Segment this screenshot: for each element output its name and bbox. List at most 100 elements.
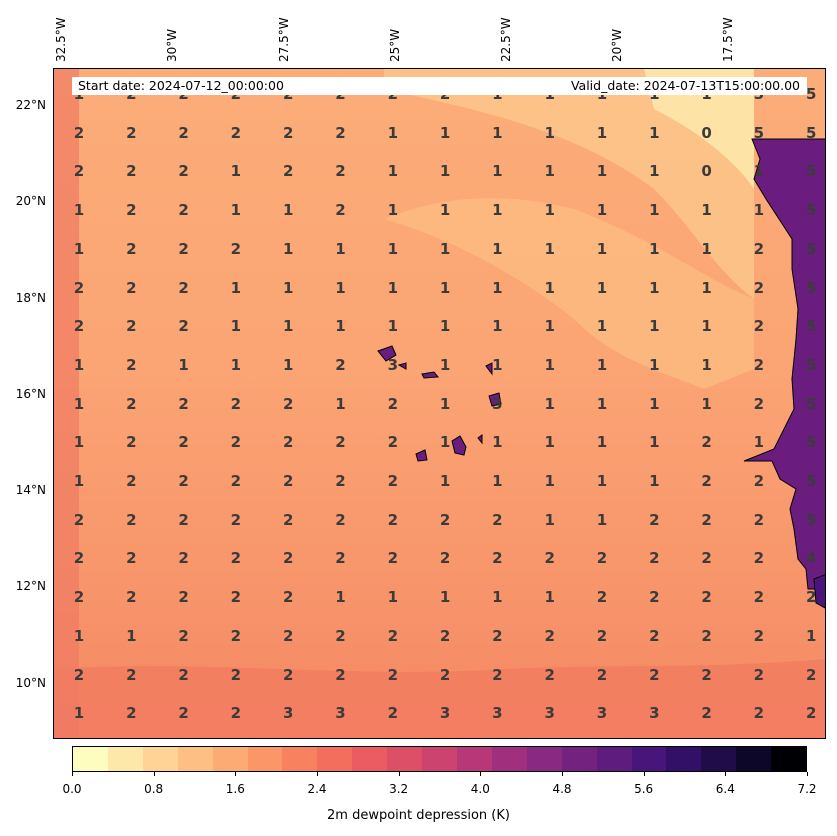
- colorbar-tickmark: [398, 772, 400, 776]
- grid-value: 1: [596, 510, 608, 529]
- grid-value: 2: [805, 704, 817, 723]
- grid-value: 2: [126, 549, 137, 568]
- grid-value: 1: [649, 162, 660, 181]
- grid-value: 2: [335, 433, 346, 452]
- grid-value: 2: [387, 433, 399, 452]
- longitude-tick: 22.5°W: [499, 17, 513, 62]
- grid-value: 1: [335, 588, 346, 607]
- grid-value: 2: [230, 472, 242, 490]
- latitude-tick: 20°N: [15, 194, 46, 208]
- grid-value: 2: [126, 433, 137, 452]
- grid-value: 2: [178, 201, 189, 220]
- grid-value: 2: [178, 588, 189, 607]
- grid-value: 5: [805, 278, 817, 297]
- grid-value: 2: [282, 123, 294, 142]
- grid-value: 1: [544, 201, 555, 220]
- grid-value: 2: [230, 123, 242, 142]
- grid-value: 3: [282, 704, 294, 723]
- grid-value: 1: [544, 433, 555, 452]
- grid-value: 1: [544, 510, 555, 529]
- grid-value: 2: [439, 510, 451, 529]
- grid-value: 1: [439, 278, 451, 297]
- grid-value: 5: [805, 85, 817, 103]
- colorbar-tickmark: [725, 772, 727, 776]
- african-coast-land: [743, 138, 825, 590]
- grid-value: 1: [230, 162, 242, 181]
- grid-value: 1: [649, 317, 660, 336]
- grid-value: 2: [126, 394, 137, 413]
- grid-value: 1: [387, 317, 399, 336]
- longitude-tick: 25°W: [388, 28, 402, 62]
- colorbar-tick-label: 5.6: [634, 782, 654, 796]
- grid-value: 2: [230, 433, 242, 452]
- grid-value: 2: [701, 472, 712, 490]
- grid-value: 2: [73, 510, 85, 529]
- grid-value: 2: [649, 510, 660, 529]
- grid-value: 2: [230, 626, 242, 645]
- grid-value: 1: [805, 626, 817, 645]
- grid-value: 1: [544, 317, 555, 336]
- grid-value: 2: [178, 123, 189, 142]
- grid-value: 2: [753, 472, 765, 490]
- grid-value: 2: [335, 510, 346, 529]
- grid-value: 2: [492, 549, 503, 568]
- grid-value: 2: [178, 549, 189, 568]
- grid-value: 1: [439, 239, 451, 258]
- grid-value: 1: [73, 355, 85, 374]
- valid-date-label: Valid_date: 2024-07-13T15:00:00.00: [570, 78, 800, 93]
- grid-value: 2: [178, 162, 189, 181]
- grid-value: 1: [701, 239, 712, 258]
- latitude-tick: 10°N: [15, 676, 46, 690]
- grid-value: 2: [701, 665, 712, 684]
- grid-value: 2: [126, 278, 137, 297]
- grid-value: 2: [282, 472, 294, 490]
- grid-value: 1: [230, 317, 242, 336]
- colorbar-tick-label: 3.2: [389, 782, 409, 796]
- grid-value: 2: [335, 626, 346, 645]
- grid-value: 1: [649, 201, 660, 220]
- grid-value: 5: [805, 510, 817, 529]
- colorbar-swatch: [352, 747, 388, 771]
- grid-value: 1: [439, 201, 451, 220]
- grid-value: 1: [544, 162, 555, 181]
- grid-value: 1: [387, 239, 399, 258]
- grid-value: 1: [544, 588, 555, 607]
- grid-value: 2: [178, 472, 189, 490]
- grid-value: 2: [282, 394, 294, 413]
- grid-value: 2: [335, 549, 346, 568]
- island-fogo: [415, 449, 428, 462]
- grid-value: 2: [596, 665, 608, 684]
- grid-value: 1: [649, 433, 660, 452]
- grid-value: 2: [335, 665, 346, 684]
- grid-value: 1: [544, 355, 555, 374]
- grid-value: 2: [439, 626, 451, 645]
- island-maio: [477, 434, 483, 445]
- grid-value: 2: [126, 239, 137, 258]
- grid-value: 2: [596, 626, 608, 645]
- grid-value: 0: [701, 162, 712, 181]
- grid-value: 2: [596, 588, 608, 607]
- grid-value: 5: [805, 123, 817, 142]
- grid-value: 2: [439, 665, 451, 684]
- colorbar-tickmark: [562, 772, 563, 776]
- longitude-tick: 20°W: [610, 28, 624, 62]
- grid-value: 1: [126, 626, 137, 645]
- colorbar-swatch: [771, 747, 807, 771]
- grid-value: 2: [282, 626, 294, 645]
- grid-value: 2: [126, 355, 137, 374]
- grid-value: 1: [439, 394, 451, 413]
- colorbar-tickmark: [317, 772, 318, 776]
- grid-value: 1: [73, 472, 85, 490]
- start-date-label: Start date: 2024-07-12_00:00:00: [78, 78, 284, 93]
- colorbar-tickmark: [153, 772, 155, 776]
- grid-value: 1: [492, 472, 503, 490]
- grid-value: 5: [805, 317, 817, 336]
- grid-value: 1: [596, 239, 608, 258]
- grid-value: 2: [387, 704, 399, 723]
- latitude-tick: 14°N: [15, 483, 46, 497]
- grid-value: 1: [439, 123, 451, 142]
- colorbar-swatch: [177, 747, 213, 771]
- grid-value: 1: [544, 123, 555, 142]
- grid-value: 2: [126, 704, 137, 723]
- grid-value: 1: [596, 472, 608, 490]
